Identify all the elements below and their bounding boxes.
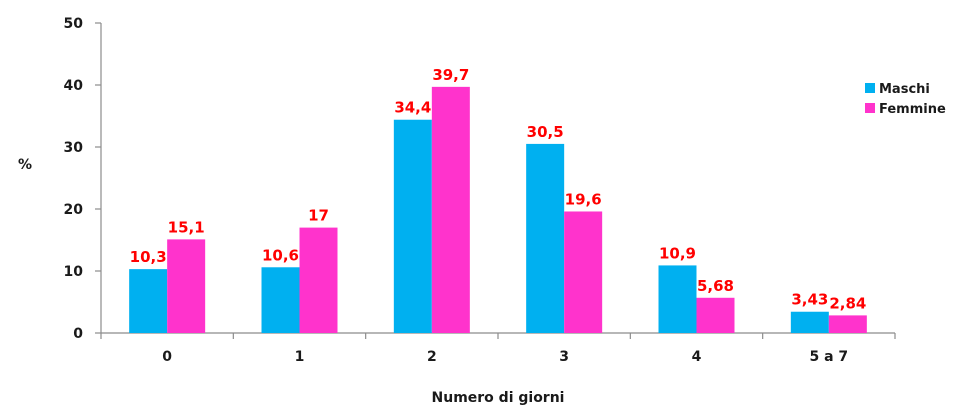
x-tick-label: 0 xyxy=(162,349,172,365)
bar-maschi xyxy=(658,265,697,333)
bar-femmine xyxy=(299,227,338,333)
data-label-maschi: 10,3 xyxy=(130,248,167,266)
x-tick-label: 4 xyxy=(692,349,702,365)
data-label-femmine: 17 xyxy=(308,207,329,225)
bar-femmine xyxy=(828,315,867,333)
x-tick-label: 2 xyxy=(427,349,437,365)
bar-femmine xyxy=(696,297,735,333)
x-ticks: 0 1 2 3 4 5 a 7 xyxy=(100,333,896,365)
x-tick-label: 5 a 7 xyxy=(809,349,848,365)
bar-maschi xyxy=(790,311,829,333)
bar-femmine xyxy=(167,239,206,333)
x-tick-label: 1 xyxy=(295,349,305,365)
bar-femmine xyxy=(564,211,603,333)
data-label-femmine: 5,68 xyxy=(697,277,734,295)
data-label-femmine: 39,7 xyxy=(432,66,469,84)
y-ticks: 0 10 20 30 40 50 xyxy=(64,16,101,342)
bar-maschi xyxy=(526,143,565,333)
data-label-maschi: 10,9 xyxy=(659,244,696,262)
legend-swatch-maschi xyxy=(865,83,875,93)
y-tick-label: 0 xyxy=(73,326,83,342)
data-label-femmine: 19,6 xyxy=(565,190,602,208)
y-tick-label: 40 xyxy=(64,78,84,94)
bar-maschi xyxy=(261,267,300,333)
y-tick-label: 20 xyxy=(64,202,84,218)
legend-label-femmine: Femmine xyxy=(879,102,946,117)
y-axis-title: % xyxy=(18,157,32,173)
data-label-femmine: 15,1 xyxy=(168,218,205,236)
bars xyxy=(129,86,867,333)
bar-femmine xyxy=(431,86,470,333)
y-tick-label: 30 xyxy=(64,140,84,156)
legend-swatch-femmine xyxy=(865,103,875,113)
y-tick-label: 10 xyxy=(64,264,84,280)
legend: Maschi Femmine xyxy=(865,82,946,117)
data-labels: 10,3 10,6 34,4 30,5 10,9 3,43 15,1 17 39,7 19,6 5,… xyxy=(130,66,867,313)
data-label-maschi: 30,5 xyxy=(527,123,564,141)
data-label-maschi: 34,4 xyxy=(394,99,431,117)
legend-label-maschi: Maschi xyxy=(879,82,930,97)
x-tick-label: 3 xyxy=(559,349,569,365)
bar-maschi xyxy=(129,269,168,333)
x-axis-title: Numero di giorni xyxy=(432,390,565,406)
data-label-maschi: 10,6 xyxy=(262,246,299,264)
y-tick-label: 50 xyxy=(64,16,84,32)
data-label-maschi: 3,43 xyxy=(791,291,828,309)
data-label-femmine: 2,84 xyxy=(829,294,866,312)
bar-maschi xyxy=(393,119,432,333)
